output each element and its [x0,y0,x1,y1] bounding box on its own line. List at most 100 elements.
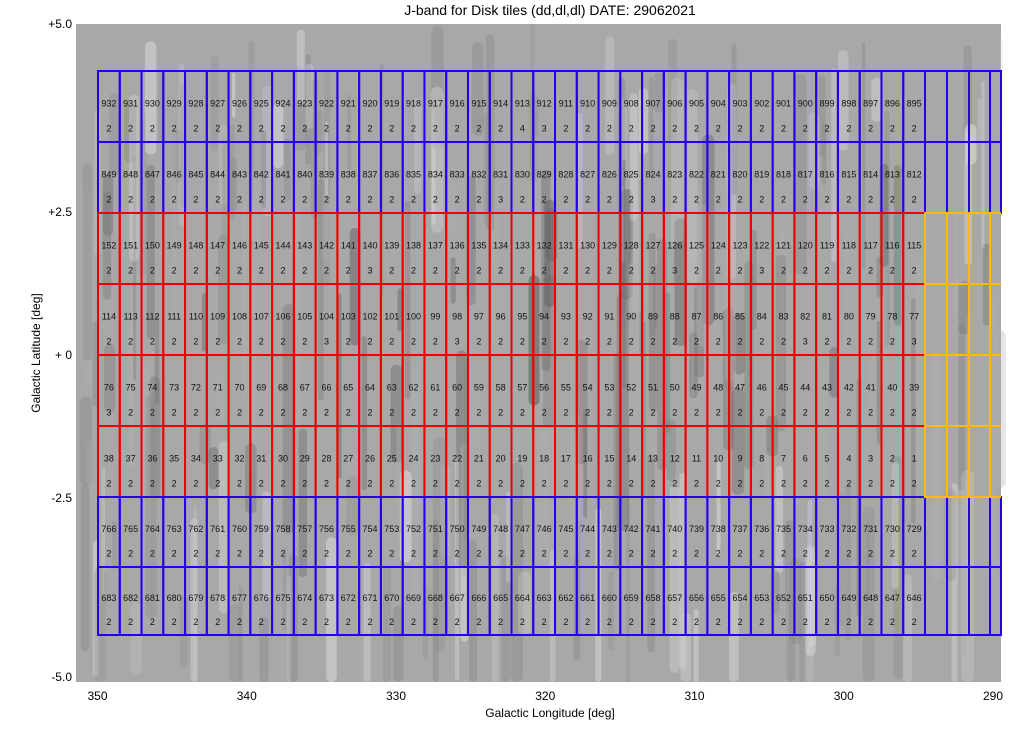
x-axis-ticks: 350 340 330 320 310 300 290 [87,689,1003,703]
tile-id-label: 9 [738,454,743,464]
tile-count-label: 2 [476,478,481,488]
tile-id-label: 816 [820,170,835,180]
tile-id-label: 670 [384,593,399,603]
tile-count-label: 2 [346,549,351,559]
tile-id-label: 748 [493,524,508,534]
tile-count-label: 2 [650,617,655,627]
background-streak [541,169,551,371]
tile-count-label: 2 [215,617,220,627]
tile-id-label: 666 [471,593,486,603]
tile-id-label: 63 [387,383,397,393]
tile-count-label: 2 [629,336,634,346]
tile-count-label: 2 [520,265,525,275]
background-streak [605,36,615,155]
background-streak [492,287,504,346]
tile-id-label: 24 [409,454,419,464]
tile-id-label: 738 [711,524,726,534]
background-streak [844,482,851,642]
tile-count-label: 2 [498,336,503,346]
tile-count-label: 2 [346,265,351,275]
tile-id-label: 107 [254,312,269,322]
tile-count-label: 2 [172,123,177,133]
background-streak [262,491,271,601]
background-streak [687,88,698,284]
tile-count-label: 2 [738,617,743,627]
tile-count-label: 2 [150,194,155,204]
tile-id-label: 751 [428,524,443,534]
tile-id-label: 130 [580,241,595,251]
tile-id-label: 740 [667,524,682,534]
background-streak [648,447,660,543]
tile-id-label: 36 [147,454,157,464]
tile-count-label: 2 [389,617,394,627]
tile-count-label: 2 [215,194,220,204]
tile-id-label: 10 [713,454,723,464]
tile-count-label: 2 [542,617,547,627]
tile-count-label: 2 [368,123,373,133]
background-streak [193,505,197,682]
tile-count-label: 4 [520,123,525,133]
tile-count-label: 3 [106,407,111,417]
tile-id-label: 846 [167,170,182,180]
tile-id-label: 139 [384,241,399,251]
tile-count-label: 2 [324,194,329,204]
tile-count-label: 2 [563,194,568,204]
tile-id-label: 926 [232,99,247,109]
tile-count-label: 3 [324,336,329,346]
tile-count-label: 2 [389,123,394,133]
background-streak [837,49,849,151]
tile-count-label: 2 [759,407,764,417]
tile-count-label: 2 [237,194,242,204]
tile-count-label: 2 [629,194,634,204]
tile-id-label: 2 [890,454,895,464]
tile-count-label: 2 [368,194,373,204]
tile-id-label: 660 [602,593,617,603]
tile-id-label: 120 [798,241,813,251]
tile-id-label: 813 [885,170,900,180]
tile-count-label: 2 [607,617,612,627]
tile-count-label: 2 [672,407,677,417]
tile-id-label: 13 [648,454,658,464]
tile-id-label: 84 [757,312,767,322]
tile-count-label: 2 [803,123,808,133]
tile-id-label: 647 [885,593,900,603]
tile-id-label: 123 [732,241,747,251]
tile-count-label: 2 [542,336,547,346]
y-axis-label: Galactic Latitude [deg] [29,293,43,412]
tile-id-label: 669 [406,593,421,603]
tile-id-label: 109 [210,312,225,322]
tile-id-label: 668 [428,593,443,603]
tile-id-label: 844 [210,170,225,180]
background-streak [454,458,460,681]
background-streak [575,339,588,465]
tile-id-label: 58 [496,383,506,393]
background-streak [732,313,746,375]
tile-id-label: 15 [604,454,614,464]
tile-id-label: 31 [256,454,266,464]
tile-count-label: 2 [607,478,612,488]
tile-id-label: 119 [820,241,834,251]
tile-count-label: 2 [389,549,394,559]
tile-id-label: 752 [406,524,421,534]
tile-id-label: 923 [297,99,312,109]
tile-id-label: 910 [580,99,595,109]
background-streak [79,396,93,486]
tile-count-label: 2 [302,336,307,346]
tile-id-label: 150 [145,241,160,251]
tile-id-label: 656 [689,593,704,603]
tile-id-label: 137 [428,241,443,251]
tile-id-label: 916 [450,99,465,109]
background-streak [305,54,311,165]
tile-count-label: 2 [607,407,612,417]
tile-id-label: 19 [517,454,527,464]
tile-id-label: 830 [515,170,530,180]
tile-count-label: 2 [672,123,677,133]
tile-id-label: 132 [537,241,552,251]
tile-id-label: 825 [624,170,639,180]
tile-count-label: 2 [694,336,699,346]
x-tick-label: 350 [87,689,107,703]
background-streak [393,605,404,682]
tile-id-label: 921 [341,99,356,109]
tile-id-label: 128 [624,241,639,251]
